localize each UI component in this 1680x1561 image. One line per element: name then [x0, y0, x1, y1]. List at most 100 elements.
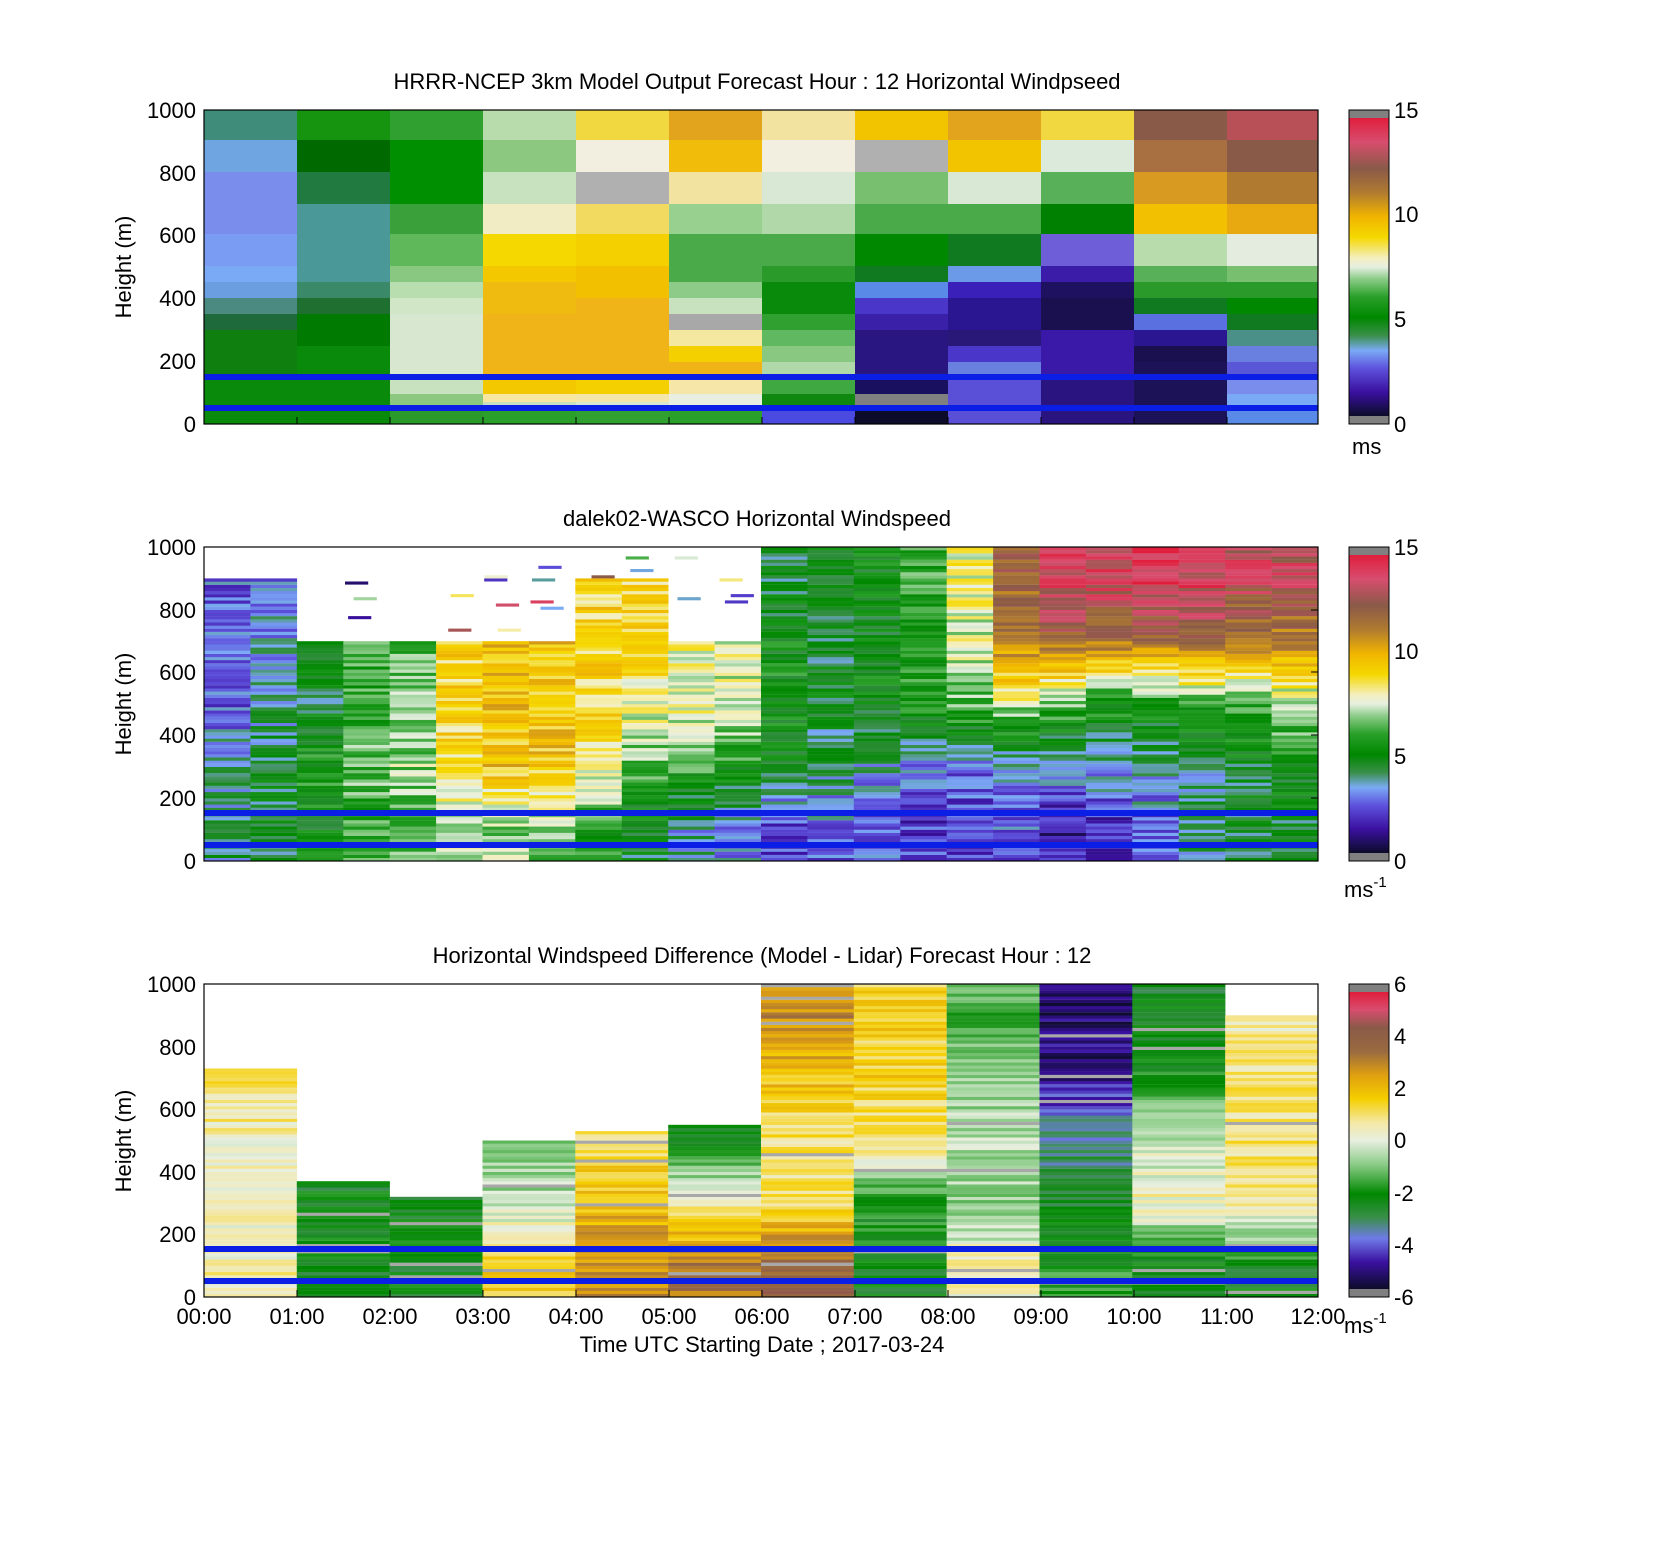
heatmap-cell [761, 562, 808, 566]
heatmap-cell [1132, 1253, 1226, 1257]
heatmap-cell [1271, 700, 1319, 705]
heatmap-cell [296, 791, 344, 796]
heatmap-cell [714, 672, 762, 676]
heatmap-cell [575, 1228, 669, 1232]
heatmap-cell [993, 848, 1040, 852]
heatmap-cell [1039, 1012, 1133, 1016]
heatmap-cell [993, 707, 1040, 711]
heatmap-cell [204, 773, 251, 777]
heatmap-cell [621, 619, 669, 623]
heatmap-cell [250, 754, 298, 758]
heatmap-cell [204, 330, 297, 376]
heatmap-cell [1225, 1196, 1319, 1201]
heatmap-cell [714, 653, 762, 658]
heatmap-cell [389, 1234, 483, 1238]
heatmap-cell [296, 700, 344, 705]
heatmap-cell [946, 1253, 1040, 1257]
heatmap-cell [1225, 1024, 1319, 1028]
heatmap-cell [1132, 678, 1179, 683]
heatmap-cell [946, 1159, 1040, 1163]
heatmap-cell [900, 700, 947, 705]
y-tick-label: 1000 [147, 535, 196, 560]
heatmap-cell [296, 848, 344, 852]
heatmap-cell [761, 591, 808, 595]
heatmap-cell [528, 713, 576, 717]
heatmap-cell [853, 848, 901, 852]
heatmap-cell [296, 1253, 390, 1257]
heatmap-cell [483, 266, 576, 282]
heatmap-cell [714, 647, 762, 651]
heatmap-cell [730, 594, 754, 598]
heatmap-cell [575, 587, 622, 592]
heatmap-cell [853, 694, 901, 698]
heatmap-cell [900, 694, 947, 698]
heatmap-cell [575, 719, 622, 723]
heatmap-cell [668, 1228, 762, 1232]
heatmap-cell [761, 647, 808, 651]
heatmap-cell [1039, 751, 1087, 755]
heatmap-cell [900, 547, 947, 551]
heatmap-cell [1039, 817, 1087, 821]
heatmap-cell [575, 1153, 669, 1157]
heatmap-cell [668, 691, 715, 695]
heatmap-cell [250, 644, 298, 648]
heatmap-cell [621, 587, 669, 592]
heatmap-cell [250, 801, 298, 805]
heatmap-cell [436, 807, 483, 811]
heatmap-cell [946, 801, 994, 805]
heatmap-cell [389, 820, 437, 824]
heatmap-cell [714, 744, 762, 749]
heatmap-cell [853, 1102, 947, 1107]
heatmap-cell [761, 832, 808, 836]
heatmap-cell [900, 663, 947, 667]
heatmap-cell [1227, 282, 1318, 298]
heatmap-cell [483, 378, 576, 394]
heatmap-cell [1132, 1024, 1226, 1028]
heatmap-cell [296, 769, 344, 774]
heatmap-cell [761, 1225, 855, 1229]
heatmap-cell [853, 562, 901, 566]
heatmap-cell [993, 801, 1040, 805]
heatmap-cell [1271, 597, 1319, 601]
heatmap-cell [390, 204, 483, 234]
heatmap-cell [714, 835, 762, 840]
heatmap-cell [296, 716, 344, 720]
x-tick-label: 08:00 [920, 1304, 975, 1329]
heatmap-cell [436, 804, 483, 808]
heatmap-cell [575, 1259, 669, 1263]
heatmap-cell [900, 857, 947, 862]
heatmap-cell [761, 1052, 855, 1057]
heatmap-cell [1225, 1071, 1319, 1075]
heatmap-cell [761, 1206, 855, 1210]
heatmap-cell [1225, 766, 1272, 771]
heatmap-cell [714, 663, 762, 667]
heatmap-cell [204, 779, 251, 783]
heatmap-cell [528, 832, 576, 836]
heatmap-cell [1039, 782, 1087, 786]
heatmap-cell [621, 741, 669, 745]
heatmap-cell [528, 726, 576, 730]
heatmap-cell [343, 769, 390, 774]
heatmap-cell [296, 738, 344, 742]
heatmap-cell [993, 638, 1040, 642]
heatmap-cell [807, 857, 855, 862]
heatmap-cell [1225, 1059, 1319, 1063]
heatmap-cell [482, 669, 530, 673]
heatmap-cell [946, 603, 994, 607]
heatmap-cell [1178, 710, 1226, 714]
heatmap-cell [1132, 1027, 1226, 1032]
heatmap-cell [1225, 660, 1272, 664]
heatmap-cell [575, 682, 622, 686]
heatmap-cell [482, 1231, 576, 1235]
heatmap-cell [575, 1206, 669, 1210]
heatmap-cell [761, 722, 808, 727]
heatmap-cell [1178, 656, 1226, 661]
heatmap-cell [761, 817, 808, 821]
heatmap-cell [993, 660, 1040, 664]
heatmap-cell [1085, 660, 1133, 664]
heatmap-cell [575, 581, 622, 585]
heatmap-cell [1085, 757, 1133, 761]
heatmap-cell [1271, 716, 1319, 720]
heatmap-cell [946, 1215, 1040, 1219]
heatmap-cell [807, 726, 855, 730]
